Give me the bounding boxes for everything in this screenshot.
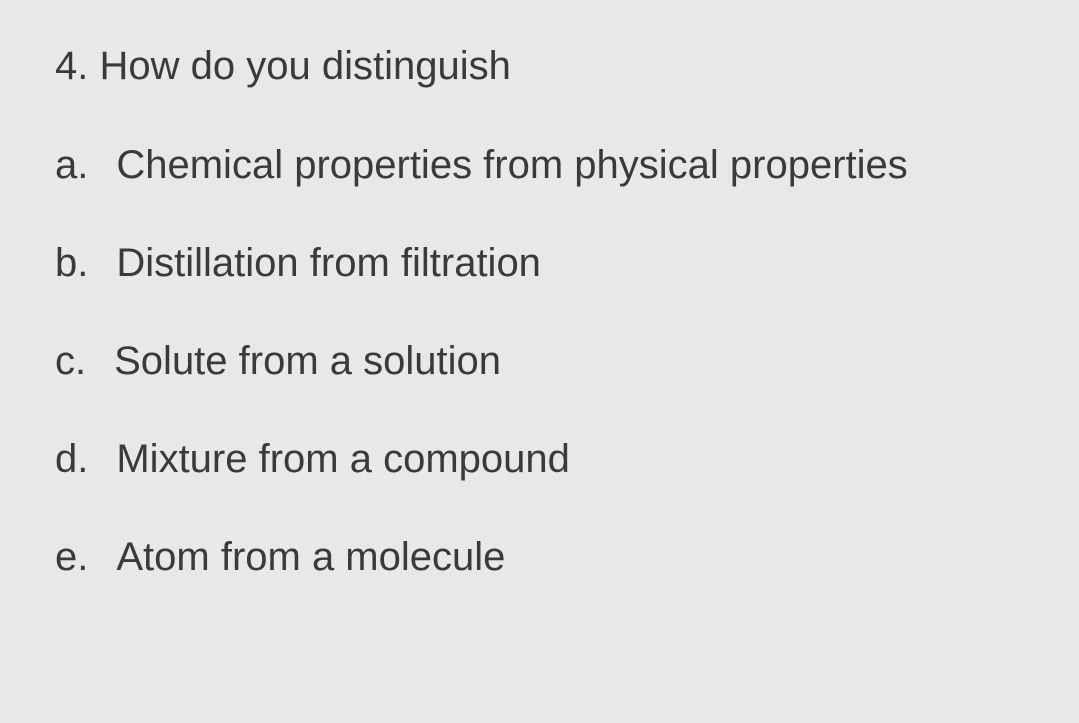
option-text: Mixture from a compound [116,437,570,481]
option-text: Solute from a solution [114,339,501,383]
option-label: e. [55,535,88,579]
option-text: Atom from a molecule [116,535,505,579]
question-line: 4. How do you distinguish [55,40,1024,92]
option-label: d. [55,437,88,481]
option-d: d. Mixture from a compound [55,434,1024,484]
option-label: b. [55,241,88,285]
option-b: b. Distillation from filtration [55,238,1024,288]
option-label: a. [55,143,88,187]
option-e: e. Atom from a molecule [55,532,1024,582]
option-c: c. Solute from a solution [55,336,1024,386]
question-text: How do you distinguish [99,44,510,88]
option-text: Distillation from filtration [116,241,541,285]
option-label: c. [55,339,86,383]
option-a: a. Chemical properties from physical prop… [55,140,1024,190]
option-text: Chemical properties from physical proper… [116,143,907,187]
question-number: 4. [55,44,88,88]
